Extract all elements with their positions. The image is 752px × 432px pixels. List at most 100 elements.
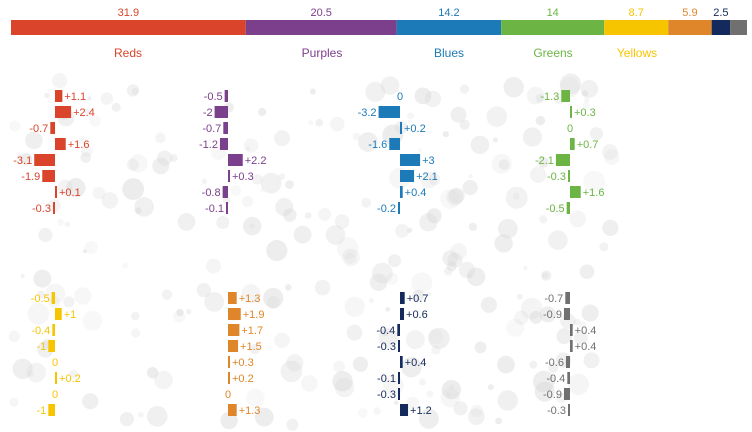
bar-value-label: +0.4	[575, 325, 597, 337]
background-bubble	[583, 352, 600, 369]
group-label: Greens	[533, 46, 572, 60]
background-bubble	[386, 272, 398, 285]
background-bubble	[539, 306, 557, 323]
background-bubble	[497, 390, 518, 411]
background-bubble	[589, 127, 604, 141]
background-bubble	[579, 264, 595, 280]
background-bubble	[346, 324, 363, 341]
bar	[400, 308, 405, 320]
summary-segment	[711, 20, 731, 35]
background-bubble	[344, 296, 365, 317]
background-bubble	[28, 371, 34, 378]
background-bubble	[69, 369, 79, 379]
background-bubble	[569, 210, 587, 228]
background-bubble	[126, 158, 139, 171]
background-bubble	[535, 115, 546, 126]
bar-value-label: +0.4	[575, 341, 597, 353]
background-bubble	[177, 213, 196, 231]
background-bubble	[442, 250, 458, 266]
bar-value-label: +0.7	[577, 139, 599, 151]
background-bubble	[535, 93, 545, 103]
bar	[555, 154, 570, 166]
background-bubble	[286, 418, 299, 431]
background-bubble	[462, 179, 478, 196]
bar	[389, 138, 400, 150]
bar-value-label: -1	[37, 341, 47, 353]
background-bubble	[266, 239, 288, 262]
background-bubble	[80, 152, 91, 163]
background-bubble	[147, 406, 168, 427]
background-bubble	[161, 289, 173, 300]
background-bubble	[474, 341, 487, 354]
bar-value-label: -1.6	[368, 139, 387, 151]
background-bubble	[582, 101, 590, 109]
background-bubble	[580, 79, 599, 98]
background-bubble	[516, 293, 523, 300]
background-bubble	[278, 173, 286, 180]
bar-value-label: -0.3	[377, 389, 396, 401]
background-bubble	[243, 216, 262, 236]
background-bubble	[440, 388, 460, 408]
bar-value-label: -1.2	[199, 139, 218, 151]
background-bubble	[533, 370, 555, 393]
background-bubble	[494, 234, 513, 253]
bar-value-label: -0.1	[205, 203, 224, 215]
background-bubble	[8, 330, 20, 342]
background-bubble	[26, 362, 46, 383]
bar-value-label: -0.7	[29, 123, 48, 135]
background-bubble	[539, 215, 548, 224]
background-bubble	[555, 392, 567, 404]
background-bubble	[506, 318, 525, 337]
background-bubble	[443, 267, 453, 276]
bar-value-label: -0.8	[202, 187, 221, 199]
background-bubble	[17, 153, 22, 158]
background-bubble	[87, 96, 92, 101]
background-bubble	[573, 318, 581, 326]
background-bubble	[574, 330, 588, 345]
background-bubble	[581, 90, 589, 97]
background-bubble	[542, 272, 549, 280]
bar	[567, 372, 570, 384]
bar	[224, 90, 228, 102]
bar-value-label: +0.2	[59, 373, 81, 385]
background-bubble	[358, 132, 378, 152]
background-bubble	[466, 267, 486, 287]
bar	[570, 186, 581, 198]
background-bubble	[74, 287, 92, 305]
bar-value-label: -0.9	[543, 309, 562, 321]
background-bubble	[459, 84, 470, 94]
bar-value-label: +3	[422, 155, 435, 167]
background-bubble	[559, 73, 582, 95]
background-bubble	[447, 252, 463, 268]
background-bubble	[83, 249, 87, 254]
background-bubble	[254, 407, 274, 427]
bar-value-label: +0.3	[574, 107, 596, 119]
bar	[561, 90, 570, 102]
bar	[398, 202, 400, 214]
summary-segment-label: 8.7	[629, 7, 644, 19]
summary-segment	[668, 20, 712, 35]
bar	[55, 372, 57, 384]
background-bubble	[334, 377, 355, 398]
background-bubble	[385, 307, 391, 312]
bar	[397, 324, 400, 336]
background-bubble	[373, 407, 381, 415]
background-bubble	[9, 120, 21, 132]
background-bubble	[263, 287, 284, 309]
background-bubble	[201, 178, 208, 185]
background-bubble	[602, 219, 619, 236]
group-label: Purples	[302, 46, 343, 60]
background-bubble	[503, 77, 524, 98]
bar	[570, 340, 573, 352]
bar-value-label: -1.9	[21, 171, 40, 183]
bar	[570, 324, 573, 336]
background-bubble	[131, 88, 139, 95]
bar	[42, 170, 55, 182]
group-label: Yellows	[617, 46, 657, 60]
background-bubble	[372, 262, 393, 284]
background-bubble	[122, 178, 145, 201]
bar	[214, 106, 228, 118]
background-bubble	[20, 274, 25, 278]
bar	[228, 404, 237, 416]
background-bubble	[352, 132, 361, 141]
